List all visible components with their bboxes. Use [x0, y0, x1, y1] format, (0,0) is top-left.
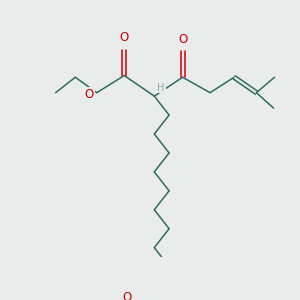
Text: H: H — [158, 82, 165, 92]
Text: O: O — [178, 33, 187, 46]
Text: O: O — [84, 88, 94, 101]
Text: O: O — [122, 291, 131, 300]
Text: O: O — [120, 31, 129, 44]
